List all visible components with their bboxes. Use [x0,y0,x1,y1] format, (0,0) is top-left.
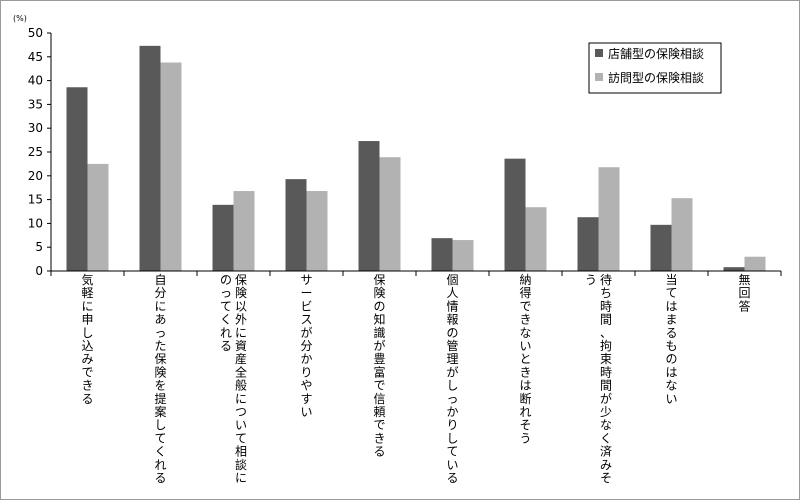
y-tick-label: 40 [28,74,43,88]
category-label: 個人情報の管理がしっかりしている [446,273,458,485]
y-tick-label: 50 [28,26,43,40]
bar-store [139,45,161,271]
category-label: 気軽に申し込みできる [81,272,93,406]
category-label: 待ち時間、拘束時間が少なく済みそう [585,273,612,485]
bar-visit [671,198,693,271]
bar-visit [744,256,766,271]
category-label: 無回答 [738,272,750,313]
bar-store [723,267,745,271]
bar-store [66,87,88,271]
legend-swatch-store [595,49,603,57]
bar-visit [379,157,401,271]
bar-store [212,204,234,271]
bar-visit [598,167,620,271]
category-label: 保険の知識が豊富で信頼できる [373,273,385,459]
legend-box [588,42,722,94]
legend-label-store: 店舗型の保険相談 [608,46,704,61]
y-tick-label: 25 [28,145,43,159]
bar-visit [306,191,328,271]
bars [66,45,766,272]
bar-visit [233,191,255,271]
bar-store [504,158,526,271]
bar-store [285,179,307,271]
y-tick-label: 30 [28,121,43,135]
legend: 店舗型の保険相談 訪問型の保険相談 [588,42,722,94]
bar-store [431,238,453,271]
x-axis [50,270,782,276]
y-tick-label: 10 [28,216,43,230]
y-unit-label: (%) [13,14,27,23]
category-label: 保険以外に資産全般について相談にのってくれる [220,273,247,485]
y-axis: 0 5 10 15 20 25 30 35 40 45 50 [28,26,52,278]
category-label: サービスが分かりやすい [300,273,312,419]
bar-store [650,224,672,271]
y-tick-label: 45 [28,50,43,64]
category-label: 当てはまるものはない [665,273,677,406]
y-tick-label: 35 [28,97,43,111]
category-label: 自分にあった保険を提案してくれる [154,273,166,485]
category-labels: 気軽に申し込みできる 自分にあった保険を提案してくれる 保険以外に資産全般について相… [81,272,750,485]
y-tick-label: 5 [35,240,43,254]
y-tick-label: 0 [35,264,43,278]
bar-visit [87,163,109,271]
bar-visit [525,207,547,271]
legend-label-visit: 訪問型の保険相談 [608,70,704,85]
bar-store [358,141,380,271]
bar-visit [452,240,474,271]
category-label: 納得できないときは断れそう [519,273,531,445]
bar-visit [160,62,182,272]
bar-store [577,217,599,271]
y-tick-label: 15 [28,193,43,207]
legend-swatch-visit [595,73,603,81]
y-tick-label: 20 [28,169,43,183]
